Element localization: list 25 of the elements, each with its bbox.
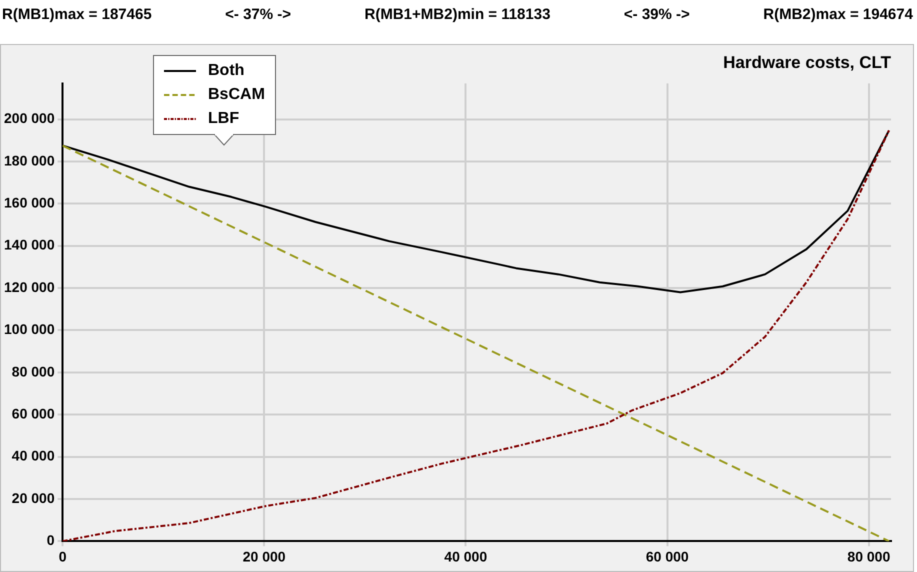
y-tick-label: 120 000 (4, 278, 55, 295)
y-tick-label: 60 000 (12, 405, 55, 422)
text: R(MB2)max = 194674 (763, 6, 913, 25)
x-tick-label: 60 000 (646, 548, 689, 564)
legend-label: LBF (208, 110, 240, 128)
x-tick-label: 80 000 (847, 548, 890, 564)
y-tick-label: 80 000 (12, 363, 55, 380)
legend-label: Both (208, 62, 244, 80)
y-tick-label: 200 000 (4, 110, 55, 126)
y-tick-label: 0 (46, 532, 55, 548)
x-tick-label: 40 000 (444, 548, 488, 564)
y-tick-label: 180 000 (4, 152, 55, 168)
y-tick-label: 140 000 (4, 236, 55, 253)
legend-label: BsCAM (208, 86, 265, 104)
y-tick-label: 20 000 (12, 490, 55, 506)
y-tick-label: 100 000 (4, 321, 55, 338)
x-tick-label: 0 (58, 548, 67, 564)
y-tick-label: 40 000 (12, 448, 55, 464)
text: R(MB1+MB2)min = 118133 (364, 6, 550, 25)
text: <- 39% -> (624, 6, 690, 25)
x-tick-label: 20 000 (242, 548, 286, 564)
text: R(MB1)max = 187465 (2, 6, 152, 25)
y-tick-label: 160 000 (4, 194, 55, 211)
chart-title: Hardware costs, CLT (723, 52, 892, 72)
text: <- 37% -> (225, 6, 292, 25)
